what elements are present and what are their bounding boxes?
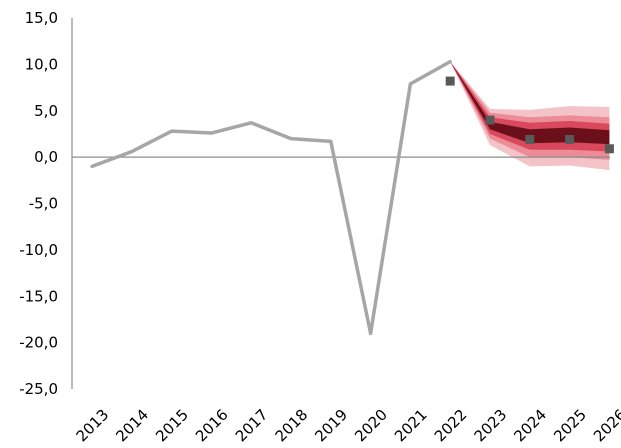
y-tick-label: -10,0 <box>19 241 58 259</box>
line-point <box>170 129 174 133</box>
y-tick-label: -20,0 <box>19 334 58 352</box>
y-tick-label: -5,0 <box>29 195 58 213</box>
x-tick-label: 2026 <box>590 406 621 446</box>
y-tick-label: 15,0 <box>25 9 58 27</box>
y-tick-label: 10,0 <box>25 55 58 73</box>
x-tick-labels: 2013 2014 2015 2016 2017 2018 2019 2020 2021 2022… <box>73 406 621 446</box>
forecast-marker <box>445 76 455 86</box>
forecast-marker <box>604 144 614 154</box>
line-point <box>289 136 293 141</box>
y-tick-label: 0,0 <box>34 148 58 166</box>
line-point <box>130 149 134 154</box>
marker-layer <box>445 76 614 154</box>
x-tick-label: 2017 <box>232 406 272 446</box>
x-tick-label: 2020 <box>351 406 391 446</box>
line-point <box>90 164 94 168</box>
forecast-marker <box>525 135 535 145</box>
y-tick-label: -15,0 <box>19 287 58 305</box>
forecast-marker <box>485 115 495 125</box>
y-tick-label: -25,0 <box>19 380 58 398</box>
y-tick-labels: 15,0 10,0 5,0 0,0 -5,0 -10,0 -15,0 -20,0 -25,0 <box>19 9 58 398</box>
x-tick-label: 2024 <box>510 406 550 446</box>
x-tick-label: 2018 <box>272 406 312 446</box>
x-tick-label: 2022 <box>431 406 471 446</box>
x-tick-label: 2013 <box>73 406 113 446</box>
x-tick-label: 2019 <box>311 406 351 446</box>
line-point <box>209 131 213 135</box>
x-tick-label: 2023 <box>471 406 511 446</box>
fan-chart-bands <box>450 61 610 171</box>
line-point <box>369 331 373 335</box>
line-point <box>249 121 253 125</box>
line-point <box>448 59 452 64</box>
x-tick-label: 2016 <box>192 406 232 446</box>
series-layer <box>90 59 452 336</box>
x-tick-label: 2025 <box>550 406 590 446</box>
x-tick-label: 2021 <box>391 406 431 446</box>
x-tick-label: 2015 <box>152 406 192 446</box>
line-point <box>329 139 333 143</box>
series-line-actual <box>91 60 452 336</box>
line-point <box>408 82 412 86</box>
forecast-marker <box>565 135 575 145</box>
x-tick-label: 2014 <box>112 406 152 446</box>
y-tick-label: 5,0 <box>34 102 58 120</box>
